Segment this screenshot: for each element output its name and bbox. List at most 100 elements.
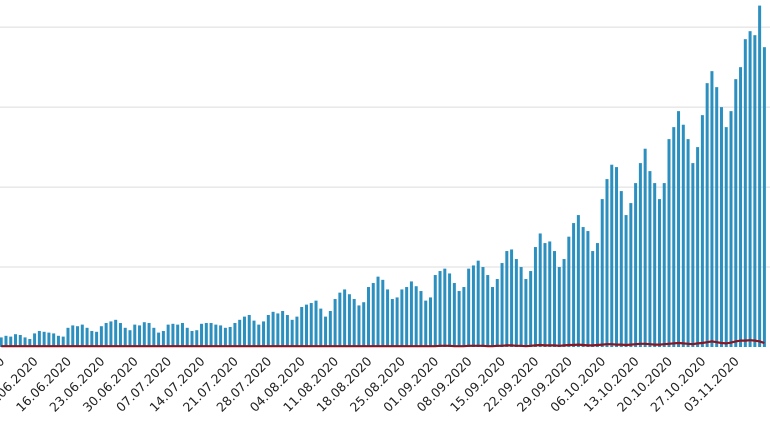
bar [281, 311, 285, 347]
bar [14, 334, 18, 347]
bar [257, 324, 261, 347]
bar [352, 299, 356, 347]
bar [543, 243, 547, 347]
bar [443, 268, 447, 347]
bar [619, 191, 623, 347]
bar [271, 311, 275, 347]
bar [743, 39, 747, 347]
bar [500, 263, 504, 347]
bar [157, 332, 161, 347]
bar [200, 323, 204, 347]
bar [429, 297, 432, 347]
bar [467, 268, 471, 347]
bar [180, 323, 184, 347]
bar [371, 283, 375, 347]
bar [739, 67, 743, 348]
bar [61, 336, 65, 347]
bar [147, 323, 151, 347]
bar [553, 251, 557, 347]
bar [228, 327, 232, 347]
bar [533, 247, 537, 347]
bar [104, 323, 108, 347]
bar [386, 289, 390, 347]
bar [557, 267, 561, 347]
bar [66, 327, 70, 347]
bar [381, 279, 385, 347]
bar [753, 35, 757, 348]
bar [758, 5, 762, 348]
bar [495, 279, 499, 347]
bar [285, 315, 289, 347]
bar [95, 331, 99, 347]
bar [643, 148, 647, 347]
bar [9, 336, 13, 347]
bar [638, 163, 642, 347]
bar [724, 127, 728, 347]
bar [0, 337, 3, 347]
bar [395, 297, 399, 347]
bar [99, 326, 103, 347]
bar [734, 79, 738, 347]
bar [686, 139, 690, 347]
bar [37, 331, 41, 347]
bar [514, 259, 518, 347]
bar [510, 249, 514, 347]
bar [128, 330, 132, 347]
bar [304, 304, 308, 347]
bar [47, 332, 51, 347]
bar [681, 124, 685, 347]
bar [653, 183, 657, 347]
bar [648, 171, 652, 347]
bar [657, 199, 661, 347]
bar [667, 139, 671, 347]
bar [233, 323, 237, 347]
bar [214, 324, 218, 347]
bar [748, 31, 752, 347]
bar [524, 279, 528, 347]
bar [76, 326, 80, 347]
bar [629, 203, 633, 347]
bar [762, 47, 766, 347]
bar [238, 319, 242, 347]
bar [672, 127, 676, 347]
bar [586, 231, 590, 347]
bar [366, 287, 370, 347]
bar [290, 319, 294, 347]
bar [80, 324, 84, 347]
bar [176, 324, 180, 347]
bar [262, 321, 266, 347]
bar [452, 283, 456, 347]
bar [314, 300, 318, 347]
bar [519, 267, 523, 347]
bar [491, 287, 495, 347]
bar [242, 316, 246, 347]
bar [28, 339, 32, 347]
bar [152, 327, 156, 347]
bar [42, 331, 46, 347]
bar [266, 315, 270, 347]
bar [142, 322, 146, 347]
bar [476, 260, 480, 347]
bar [581, 227, 585, 347]
bar [424, 300, 428, 347]
bar [662, 183, 666, 347]
bar [705, 83, 709, 348]
bar [457, 291, 461, 347]
bar [710, 71, 714, 347]
bar [223, 327, 227, 347]
bar [123, 327, 127, 347]
bar [133, 324, 137, 347]
bar [615, 167, 619, 347]
bar [419, 291, 423, 347]
bar [328, 311, 332, 347]
bar [357, 305, 361, 347]
bar [505, 251, 509, 347]
bar [634, 183, 638, 347]
bar [715, 87, 719, 347]
bar [171, 323, 175, 347]
bar [433, 275, 437, 347]
line [1, 339, 765, 348]
bar [300, 307, 304, 347]
bar [362, 302, 366, 347]
bar [109, 321, 113, 347]
